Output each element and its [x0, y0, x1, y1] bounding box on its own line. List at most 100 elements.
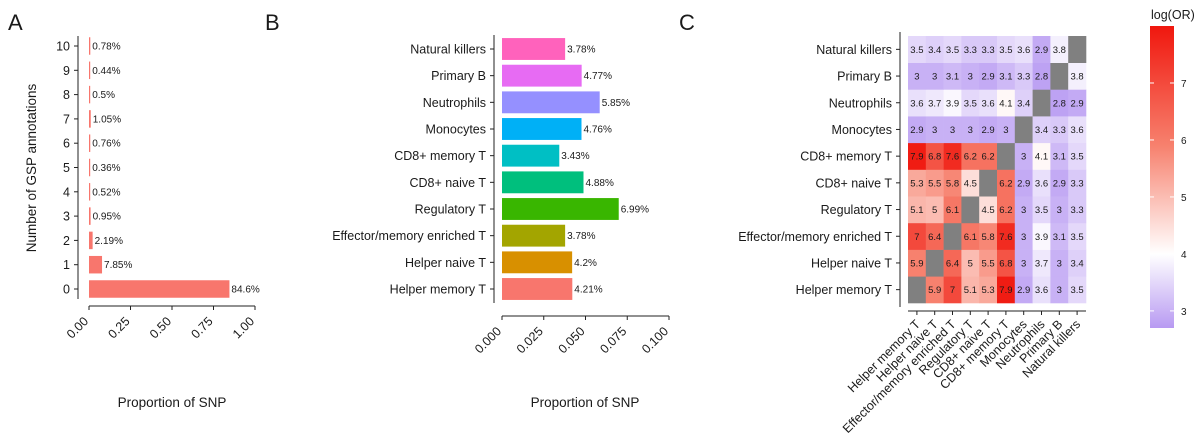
heatmap-cell	[979, 36, 998, 63]
heatmap-cell	[1014, 89, 1033, 117]
heatmap-cell	[1032, 222, 1051, 250]
heatmap-cell	[943, 249, 962, 277]
heatmap-cell-label: 3.1	[999, 72, 1012, 83]
heatmap-cell-label: 4.1	[999, 98, 1012, 109]
heatmap-cell-label: 6.2	[999, 178, 1012, 189]
colorbar-tick-label: 4	[1181, 250, 1187, 261]
panel-b-x-tick-label: 0.050	[556, 324, 588, 356]
panel-b-y-tick-label: Helper naive T	[405, 256, 486, 270]
heatmap-cell	[1050, 249, 1069, 277]
heatmap-cell-label: 3	[1021, 258, 1026, 269]
panel-c-y-tick-label: Primary B	[837, 70, 892, 84]
heatmap-cell-label: 3.8	[1053, 45, 1066, 56]
heatmap-cell-label: 3	[968, 72, 973, 83]
heatmap-cell	[925, 36, 944, 63]
heatmap-cell	[1032, 62, 1051, 90]
heatmap-cell-label: 2.9	[910, 125, 923, 136]
heatmap-cell-label: 5	[932, 205, 937, 216]
panel-a-y-tick-label: 4	[63, 185, 70, 199]
panel-a-xlabel: Proportion of SNP	[118, 395, 227, 410]
panel-c-y-tick-label: Neutrophils	[829, 96, 892, 110]
heatmap-cell	[925, 89, 944, 117]
heatmap-cell-label: 3.5	[946, 45, 959, 56]
heatmap-cell-label: 3.8	[1070, 72, 1083, 83]
panel-label-a: A	[8, 10, 23, 35]
heatmap-cell	[1068, 196, 1087, 224]
heatmap-cell	[1032, 249, 1051, 277]
heatmap-cell	[1014, 249, 1033, 277]
heatmap-cell	[997, 222, 1016, 250]
panel-b-y-tick-label: Neutrophils	[423, 96, 486, 110]
panel-b-xlabel: Proportion of SNP	[531, 395, 640, 410]
heatmap-cell	[1068, 116, 1087, 144]
heatmap-cell-label: 6.2	[999, 205, 1012, 216]
heatmap-cell-label: 3	[932, 125, 937, 136]
panel-b-x-tick-label: 0.000	[472, 324, 504, 356]
heatmap-cell	[961, 142, 980, 170]
heatmap-cell	[1032, 116, 1051, 144]
panel-c-heatmap: Helper memory T 5.9 7 5.1 5.3 7.9 2.9 3.6 3 3.5 He…	[738, 32, 1087, 436]
heatmap-cell-label: 3.6	[1035, 285, 1048, 296]
heatmap-cell-label: 3	[950, 125, 955, 136]
heatmap-cell-label: 3.6	[1070, 125, 1083, 136]
panel-a-y-tick-label: 5	[63, 161, 70, 175]
heatmap-cell	[961, 276, 980, 304]
heatmap-cell-label: 5	[968, 258, 973, 269]
panel-a-data-label: 0.44%	[92, 66, 120, 77]
panel-c-y-tick-label: CD8+ naive T	[815, 176, 892, 190]
panel-a-bar	[89, 61, 91, 80]
panel-b-chart: Proportion of SNP Helper memory T 4.21% He…	[332, 35, 671, 410]
heatmap-cell	[1068, 62, 1087, 90]
heatmap-cell	[1014, 142, 1033, 170]
heatmap-cell-label: 4.5	[964, 178, 977, 189]
panel-b-data-label: 4.2%	[574, 258, 597, 269]
heatmap-cell-label: 6.1	[946, 205, 959, 216]
heatmap-cell-label: 3.4	[1035, 125, 1048, 136]
panel-b-data-label: 6.99%	[621, 205, 649, 216]
heatmap-cell	[997, 249, 1016, 277]
panel-a-y-tick-label: 6	[63, 137, 70, 151]
panel-a-x-tick-label: 1.00	[230, 314, 257, 341]
panel-c-y-tick-label: Natural killers	[816, 43, 892, 57]
heatmap-cell-label: 3	[968, 125, 973, 136]
heatmap-cell	[997, 276, 1016, 304]
heatmap-cell-label: 3.9	[1035, 232, 1048, 243]
heatmap-cell-label: 2.9	[981, 125, 994, 136]
panel-a-y-tick-label: 8	[63, 88, 70, 102]
panel-a-data-label: 0.95%	[93, 212, 121, 223]
heatmap-cell	[1050, 62, 1069, 90]
panel-a-data-label: 84.6%	[231, 285, 259, 296]
heatmap-cell	[943, 36, 962, 63]
panel-a-data-label: 0.36%	[92, 163, 120, 174]
panel-b-bar	[502, 38, 566, 60]
panel-a-data-label: 0.78%	[92, 42, 120, 53]
heatmap-cell-label: 3.7	[1035, 258, 1048, 269]
legend-title: log(OR)	[1151, 8, 1195, 22]
panel-b-y-tick-label: Regulatory T	[415, 203, 487, 217]
heatmap-cell	[908, 276, 927, 304]
panel-label-b: B	[265, 10, 280, 35]
heatmap-cell	[979, 249, 998, 277]
panel-b-y-tick-label: CD8+ memory T	[394, 149, 486, 163]
panel-a-data-label: 1.05%	[93, 114, 121, 125]
heatmap-cell	[908, 222, 927, 250]
heatmap-cell-label: 3	[1021, 152, 1026, 163]
panel-a-ylabel: Number of GSP annotations	[24, 83, 39, 252]
panel-a-chart: Number of GSP annotations Proportion of …	[24, 36, 260, 410]
heatmap-cell	[997, 116, 1016, 144]
colorbar-legend: log(OR) 3 4 5 6 7	[1150, 8, 1195, 328]
heatmap-cell	[1032, 89, 1051, 117]
panel-b-data-label: 4.88%	[585, 178, 613, 189]
heatmap-cell	[908, 169, 927, 197]
heatmap-cell	[979, 116, 998, 144]
panel-c-y-tick-label: Regulatory T	[821, 203, 893, 217]
panel-a-bar	[89, 207, 91, 225]
panel-a-y-tick-label: 0	[63, 283, 70, 297]
heatmap-cell	[961, 89, 980, 117]
heatmap-cell	[943, 116, 962, 144]
heatmap-cell-label: 5.9	[928, 285, 941, 296]
heatmap-cell	[1050, 276, 1069, 304]
heatmap-cell-label: 6.4	[928, 232, 941, 243]
panel-b-data-label: 4.76%	[583, 125, 611, 136]
heatmap-cell	[1014, 36, 1033, 63]
